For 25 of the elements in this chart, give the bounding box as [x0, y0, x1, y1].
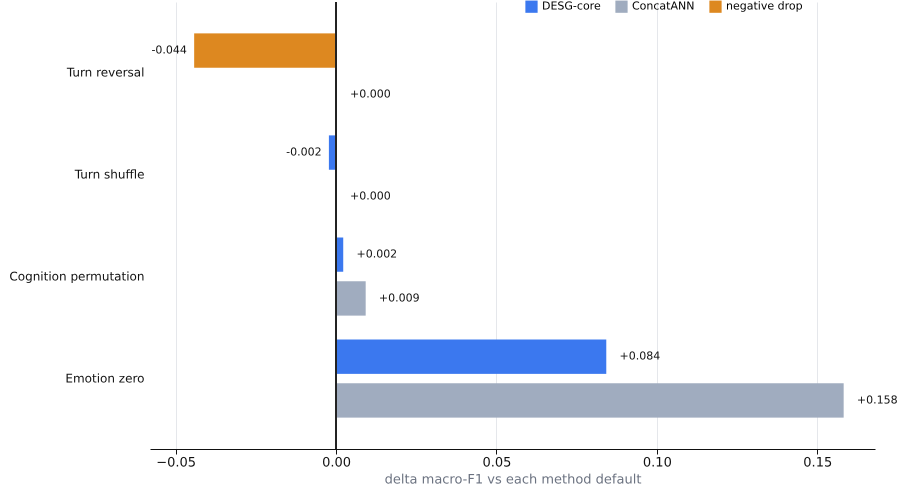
x-tick-label: 0.15	[803, 456, 832, 470]
data-label: +0.000	[350, 189, 391, 202]
bar	[335, 383, 844, 418]
y-tick-label: Cognition permutation	[9, 270, 144, 284]
legend-label: ConcatANN	[632, 0, 694, 13]
y-tick-label: Turn reversal	[66, 65, 144, 80]
x-tick-label: 0.10	[642, 456, 672, 470]
data-label: +0.000	[350, 87, 391, 100]
bar	[194, 33, 337, 68]
data-label: +0.158	[856, 393, 898, 406]
x-tick-label: −0.05	[156, 456, 196, 470]
x-tick-label: 0.00	[322, 456, 352, 470]
data-label: +0.009	[378, 291, 420, 304]
data-label: -0.002	[286, 146, 322, 159]
bar	[335, 281, 366, 316]
data-label: +0.002	[356, 248, 398, 261]
x-axis-title: delta macro-F1 vs each method default	[384, 472, 642, 488]
y-tick-label: Turn shuffle	[74, 167, 144, 182]
data-label: +0.084	[620, 350, 660, 363]
legend-label: DESG-core	[542, 0, 601, 13]
data-label: -0.044	[151, 44, 187, 57]
bar	[335, 340, 606, 374]
legend-label: negative drop	[726, 0, 803, 13]
x-tick-label: 0.05	[482, 456, 512, 470]
y-tick-label: Emotion zero	[65, 372, 144, 386]
